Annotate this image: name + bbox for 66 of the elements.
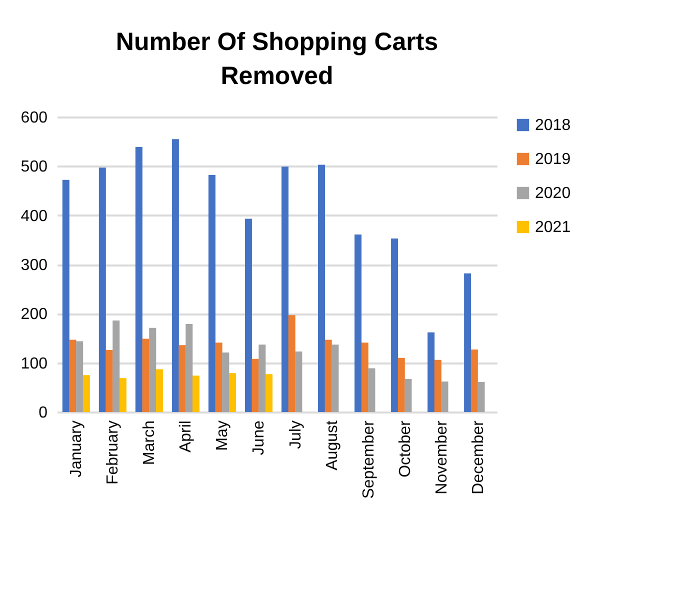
x-tick-label: November <box>433 420 450 494</box>
bar <box>208 175 216 412</box>
bar <box>186 324 193 412</box>
bar <box>441 382 448 412</box>
x-tick-label: February <box>104 420 122 485</box>
x-tick-label: May <box>214 420 232 451</box>
y-tick-label: 300 <box>20 257 48 274</box>
legend-label: 2020 <box>535 185 571 202</box>
bar <box>368 368 376 412</box>
y-tick-label: 500 <box>20 158 48 176</box>
bar <box>69 340 76 412</box>
bar <box>428 332 435 412</box>
bar <box>434 360 442 412</box>
y-tick-label: 200 <box>20 306 48 324</box>
bar <box>470 350 478 412</box>
bar <box>98 168 106 412</box>
bar <box>178 345 186 412</box>
bar <box>295 352 302 412</box>
y-tick-label: 0 <box>38 404 48 422</box>
legend-label: 2019 <box>535 151 571 168</box>
legend-label: 2018 <box>535 117 571 134</box>
x-tick-label: December <box>470 420 487 494</box>
bar <box>192 376 200 412</box>
bar <box>361 342 368 412</box>
bar <box>156 369 163 412</box>
bar <box>258 344 266 412</box>
bar <box>119 378 126 412</box>
bar <box>112 320 120 412</box>
chart-title: Number Of Shopping Carts Removed <box>116 28 438 90</box>
bar <box>62 180 70 412</box>
x-tick-label: August <box>324 420 341 470</box>
bar <box>398 358 405 412</box>
bar <box>106 350 113 412</box>
y-tick-label: 100 <box>20 355 48 372</box>
bar <box>76 341 84 412</box>
bar <box>332 344 339 412</box>
bar <box>478 382 485 412</box>
bar <box>229 373 236 412</box>
bar <box>252 358 259 412</box>
x-tick-label: April <box>178 420 195 453</box>
bar <box>266 374 273 412</box>
x-tick-label: July <box>287 420 304 449</box>
x-tick-label: October <box>396 420 414 478</box>
x-tick-label: June <box>250 420 268 456</box>
bar <box>135 146 142 412</box>
bar <box>288 315 296 412</box>
x-tick-label: September <box>360 420 378 499</box>
x-tick-label: March <box>141 420 158 465</box>
bar <box>244 218 252 412</box>
bar <box>324 340 332 412</box>
x-tick-label: January <box>68 420 86 478</box>
bar <box>149 328 156 412</box>
bar <box>354 234 362 412</box>
bar <box>142 338 150 412</box>
y-tick-label: 600 <box>20 110 48 126</box>
bar <box>281 166 288 412</box>
bar <box>391 238 398 412</box>
bar <box>172 139 179 412</box>
bar <box>82 375 90 412</box>
bar <box>404 379 412 412</box>
bar <box>464 273 472 412</box>
y-tick-label: 400 <box>20 208 48 225</box>
bar <box>222 352 230 412</box>
bar <box>318 164 325 412</box>
legend-label: 2021 <box>535 219 571 236</box>
bar <box>215 342 222 412</box>
